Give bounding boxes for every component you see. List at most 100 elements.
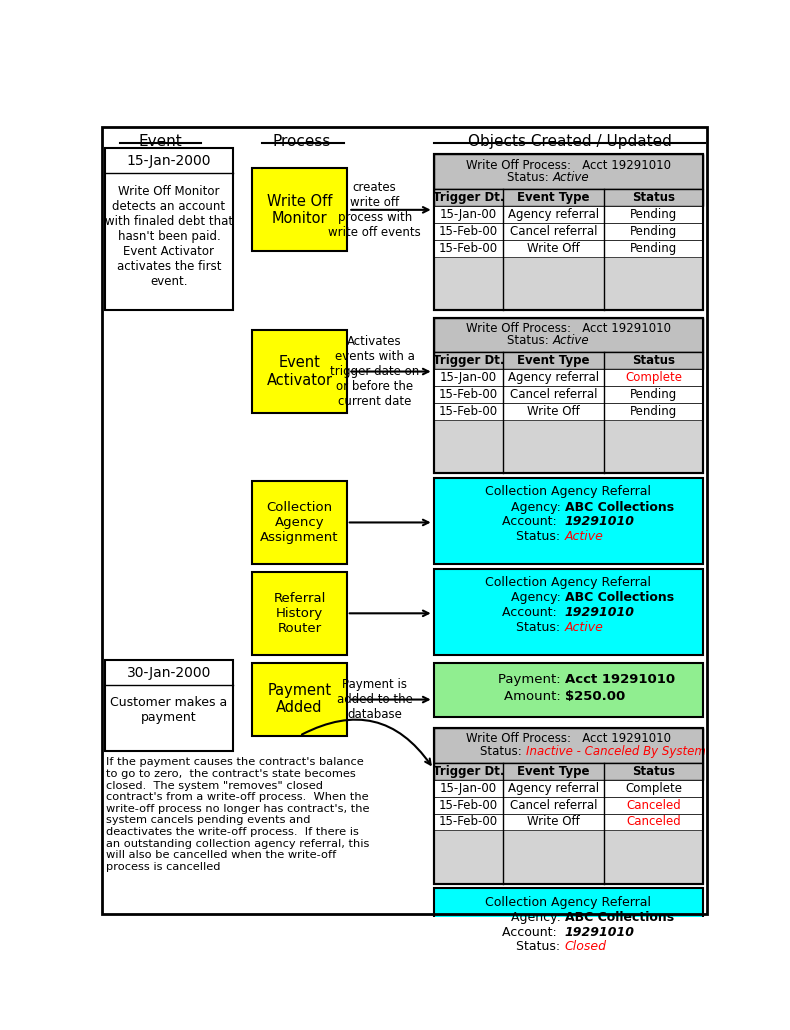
Text: ABC Collections: ABC Collections <box>565 911 674 924</box>
Text: Canceled: Canceled <box>626 816 681 828</box>
Text: Event Type: Event Type <box>517 764 590 778</box>
FancyBboxPatch shape <box>434 569 703 655</box>
Text: Trigger Dt.: Trigger Dt. <box>433 191 504 204</box>
Text: Amount:: Amount: <box>503 690 565 703</box>
FancyBboxPatch shape <box>252 662 347 735</box>
Text: Active: Active <box>553 171 589 184</box>
Text: Trigger Dt.: Trigger Dt. <box>433 764 504 778</box>
FancyBboxPatch shape <box>434 317 703 352</box>
Text: Account:: Account: <box>502 606 565 619</box>
Text: Account:: Account: <box>502 926 565 938</box>
Text: Event: Event <box>139 134 182 148</box>
Text: Closed: Closed <box>565 940 607 953</box>
Text: Account:: Account: <box>502 515 565 528</box>
FancyBboxPatch shape <box>434 240 703 256</box>
Text: Collection Agency Referral: Collection Agency Referral <box>485 895 652 908</box>
Text: Process: Process <box>273 134 331 148</box>
Text: ABC Collections: ABC Collections <box>565 501 674 514</box>
FancyBboxPatch shape <box>434 403 703 420</box>
Text: 15-Feb-00: 15-Feb-00 <box>439 798 498 812</box>
Text: Canceled: Canceled <box>626 798 681 812</box>
Text: Agency:: Agency: <box>510 591 565 605</box>
Text: Status:: Status: <box>507 335 553 347</box>
Text: Collection
Agency
Assignment: Collection Agency Assignment <box>260 501 339 544</box>
Text: 15-Jan-00: 15-Jan-00 <box>440 208 497 221</box>
Text: Status:: Status: <box>507 171 553 184</box>
Text: 15-Feb-00: 15-Feb-00 <box>439 242 498 254</box>
Text: Pending: Pending <box>630 242 677 254</box>
Text: Write Off: Write Off <box>527 242 580 254</box>
Text: Trigger Dt.: Trigger Dt. <box>433 354 504 368</box>
Text: 15-Feb-00: 15-Feb-00 <box>439 388 498 401</box>
FancyBboxPatch shape <box>434 796 703 814</box>
Text: $250.00: $250.00 <box>565 690 625 703</box>
Text: Agency:: Agency: <box>510 911 565 924</box>
Text: Pending: Pending <box>630 225 677 238</box>
Text: Cancel referral: Cancel referral <box>510 798 597 812</box>
Text: 19291010: 19291010 <box>565 926 634 938</box>
Text: Write Off: Write Off <box>527 816 580 828</box>
Text: creates
write off
process with
write off events: creates write off process with write off… <box>329 181 421 239</box>
Text: If the payment causes the contract's balance
to go to zero,  the contract's stat: If the payment causes the contract's bal… <box>107 757 370 871</box>
Text: Payment is
added to the
database: Payment is added to the database <box>337 678 412 721</box>
Text: Status:: Status: <box>517 621 565 633</box>
Text: 15-Feb-00: 15-Feb-00 <box>439 816 498 828</box>
Text: Active: Active <box>553 335 589 347</box>
Text: Pending: Pending <box>630 208 677 221</box>
FancyBboxPatch shape <box>252 168 347 251</box>
FancyBboxPatch shape <box>252 481 347 564</box>
Text: Collection Agency Referral: Collection Agency Referral <box>485 485 652 499</box>
Text: Status:: Status: <box>517 529 565 543</box>
Text: Cancel referral: Cancel referral <box>510 225 597 238</box>
FancyBboxPatch shape <box>252 572 347 655</box>
Text: Acct 19291010: Acct 19291010 <box>565 673 675 686</box>
FancyBboxPatch shape <box>434 386 703 403</box>
Text: 19291010: 19291010 <box>565 606 634 619</box>
Text: Write Off
Monitor: Write Off Monitor <box>267 194 332 226</box>
Text: Write Off Process:   Acct 19291010: Write Off Process: Acct 19291010 <box>466 322 671 335</box>
FancyBboxPatch shape <box>434 352 703 369</box>
FancyBboxPatch shape <box>434 206 703 222</box>
Text: ABC Collections: ABC Collections <box>565 591 674 605</box>
Text: Activates
events with a
trigger date on
or before the
current date: Activates events with a trigger date on … <box>330 335 419 408</box>
Text: Active: Active <box>565 529 604 543</box>
Text: Collection Agency Referral: Collection Agency Referral <box>485 576 652 589</box>
FancyBboxPatch shape <box>434 728 703 762</box>
FancyBboxPatch shape <box>105 148 233 310</box>
FancyBboxPatch shape <box>105 660 233 751</box>
FancyBboxPatch shape <box>434 728 703 884</box>
Text: 15-Jan-00: 15-Jan-00 <box>440 782 497 794</box>
FancyBboxPatch shape <box>434 317 703 473</box>
Text: Pending: Pending <box>630 388 677 401</box>
Text: Agency referral: Agency referral <box>508 208 600 221</box>
FancyBboxPatch shape <box>434 154 703 310</box>
Text: Complete: Complete <box>625 371 682 384</box>
Text: Status: Status <box>632 764 675 778</box>
Text: 19291010: 19291010 <box>565 515 634 528</box>
Text: Event
Activator: Event Activator <box>266 355 333 387</box>
Text: Pending: Pending <box>630 405 677 418</box>
FancyBboxPatch shape <box>434 780 703 796</box>
FancyBboxPatch shape <box>434 662 703 717</box>
Text: 30-Jan-2000: 30-Jan-2000 <box>126 666 211 681</box>
Text: Cancel referral: Cancel referral <box>510 388 597 401</box>
Text: Status: Status <box>632 191 675 204</box>
Text: Status:: Status: <box>480 745 526 758</box>
Text: 15-Jan-2000: 15-Jan-2000 <box>126 154 211 168</box>
Text: Inactive - Canceled By System: Inactive - Canceled By System <box>526 745 705 758</box>
FancyBboxPatch shape <box>252 330 347 413</box>
Text: Customer makes a
payment: Customer makes a payment <box>111 695 228 723</box>
Text: Status: Status <box>632 354 675 368</box>
Text: Complete: Complete <box>625 782 682 794</box>
Text: Write Off Process:   Acct 19291010: Write Off Process: Acct 19291010 <box>466 732 671 746</box>
Text: Agency referral: Agency referral <box>508 371 600 384</box>
Text: Referral
History
Router: Referral History Router <box>273 592 325 634</box>
Text: Event Type: Event Type <box>517 191 590 204</box>
FancyBboxPatch shape <box>434 478 703 564</box>
Text: Write Off Process:   Acct 19291010: Write Off Process: Acct 19291010 <box>466 159 671 172</box>
Text: 15-Feb-00: 15-Feb-00 <box>439 225 498 238</box>
FancyBboxPatch shape <box>434 190 703 206</box>
Text: Active: Active <box>565 621 604 633</box>
Text: Write Off Monitor
detects an account
with finaled debt that
hasn't been paid.
Ev: Write Off Monitor detects an account wit… <box>105 185 233 288</box>
Text: Payment
Added: Payment Added <box>267 683 332 716</box>
